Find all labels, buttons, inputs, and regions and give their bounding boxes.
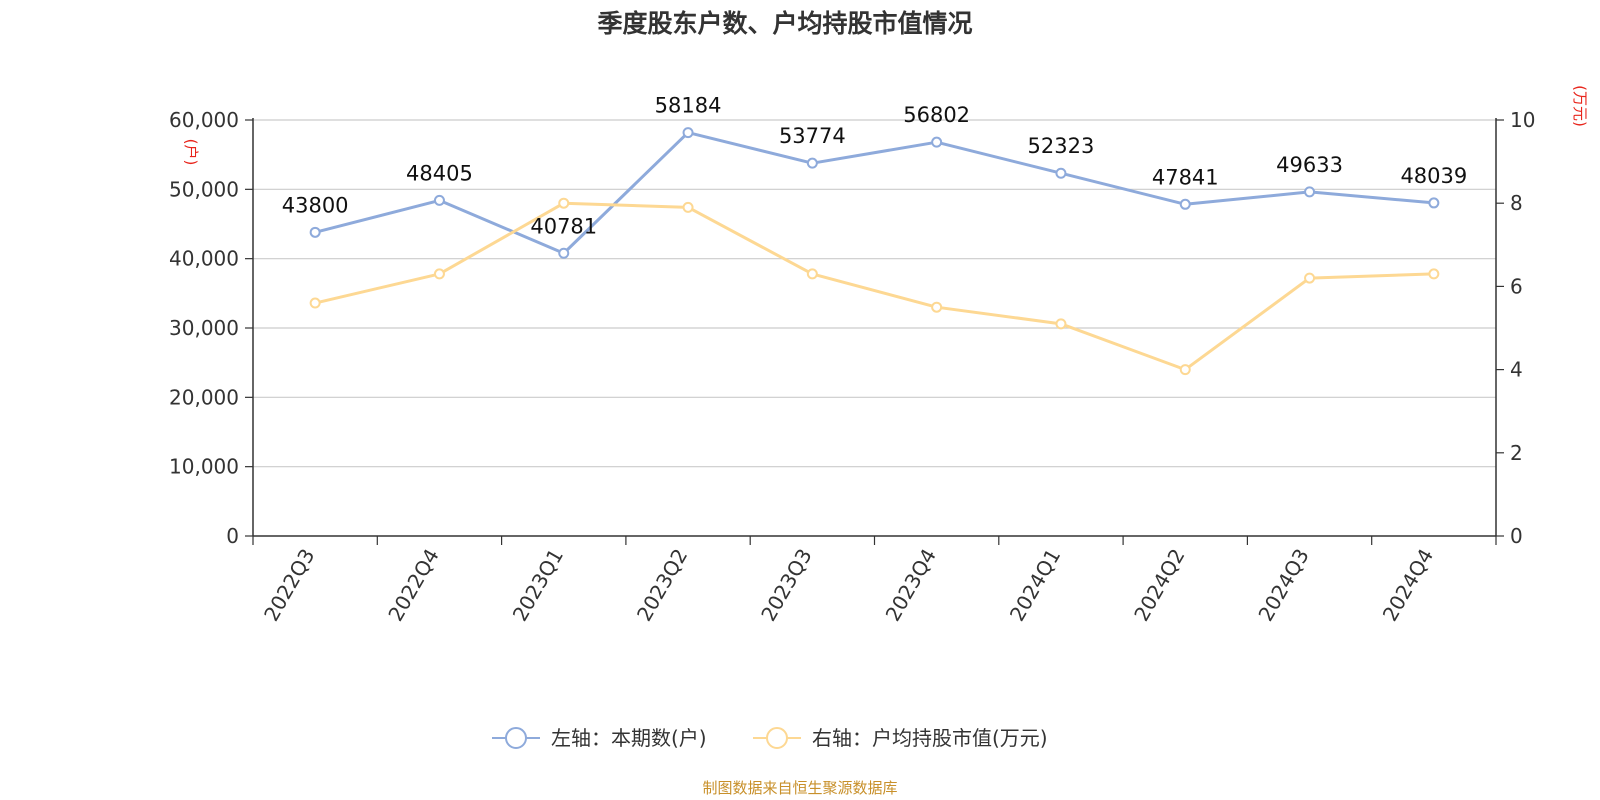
data-point[interactable] [806,268,818,280]
data-point[interactable] [1304,272,1316,284]
data-point[interactable] [806,157,818,169]
data-label: 53774 [779,124,846,148]
data-point[interactable] [1428,197,1440,209]
data-point[interactable] [1055,167,1067,179]
data-label: 43800 [282,193,349,217]
left-axis-unit: (户) [182,139,200,166]
data-label: 47841 [1152,165,1219,189]
data-point[interactable] [558,247,570,259]
data-point[interactable] [1179,198,1191,210]
right-axis-tick-label: 2 [1510,441,1523,465]
data-point[interactable] [1179,364,1191,376]
x-axis-tick-label: 2023Q2 [632,545,692,626]
x-axis-tick-label: 2024Q3 [1253,545,1313,626]
right-axis-tick-label: 8 [1510,191,1523,215]
data-label: 48039 [1400,164,1467,188]
data-point[interactable] [1055,318,1067,330]
data-point[interactable] [433,194,445,206]
series-lines [309,127,1440,376]
axes: 0 10,000 20,000 30,000 40,000 50,000 60,000 0 2 4… [169,108,1535,625]
left-axis-tick-label: 20,000 [169,385,239,409]
data-point[interactable] [682,201,694,213]
data-point[interactable] [682,127,694,139]
left-axis-tick-label: 40,000 [169,247,239,271]
chart-title: 季度股东户数、户均持股市值情况 [597,9,972,38]
x-axis-tick-label: 2024Q1 [1005,545,1065,626]
left-axis-tick-label: 0 [226,524,239,548]
legend-left-marker [505,727,527,749]
x-axis-tick-label: 2023Q4 [881,545,941,626]
legend-right-marker [766,727,788,749]
data-point[interactable] [1304,186,1316,198]
left-axis-tick-label: 60,000 [169,108,239,132]
x-axis-tick-label: 2022Q4 [383,545,443,626]
left-axis-tick-label: 10,000 [169,455,239,479]
data-label: 52323 [1028,134,1095,158]
series-line-right [314,201,1434,372]
right-axis-tick-label: 0 [1510,524,1523,548]
x-axis-tick-label: 2023Q3 [756,545,816,626]
right-axis-tick-label: 6 [1510,274,1523,298]
legend-item-right-series[interactable]: 右轴：户均持股市值(万元) [753,726,1048,750]
x-axis-tick-label: 2024Q2 [1129,545,1189,626]
legend-right-label: 右轴：户均持股市值(万元) [812,726,1048,750]
left-axis-tick-label: 30,000 [169,316,239,340]
right-axis-unit: (万元) [1571,85,1589,127]
series-line-left [314,131,1434,255]
x-axis-tick-label: 2023Q1 [508,545,568,626]
data-labels: 43800 48405 40781 58184 53774 56802 52323 47841… [282,94,1468,239]
x-axis-tick-label: 2024Q4 [1378,545,1438,626]
legend-left-label: 左轴：本期数(户) [551,726,707,750]
legend-item-left-series[interactable]: 左轴：本期数(户) [492,726,707,750]
left-axis-tick-label: 50,000 [169,177,239,201]
data-label: 58184 [655,94,722,118]
data-point[interactable] [433,268,445,280]
data-point[interactable] [309,297,321,309]
data-label: 48405 [406,161,473,185]
data-point[interactable] [1428,268,1440,280]
data-point[interactable] [931,301,943,313]
x-axis-tick-label: 2022Q3 [259,545,319,626]
source-note: 制图数据来自恒生聚源数据库 [702,779,897,797]
data-label: 49633 [1276,153,1343,177]
legend[interactable]: 左轴：本期数(户) 右轴：户均持股市值(万元) [492,726,1048,750]
right-axis-tick-label: 4 [1510,358,1523,382]
data-label: 56802 [903,103,970,127]
right-axis-tick-label: 10 [1510,108,1535,132]
data-point[interactable] [309,226,321,238]
grid-lines [253,119,1496,468]
data-point[interactable] [558,197,570,209]
data-label: 40781 [530,214,597,238]
data-point[interactable] [931,136,943,148]
